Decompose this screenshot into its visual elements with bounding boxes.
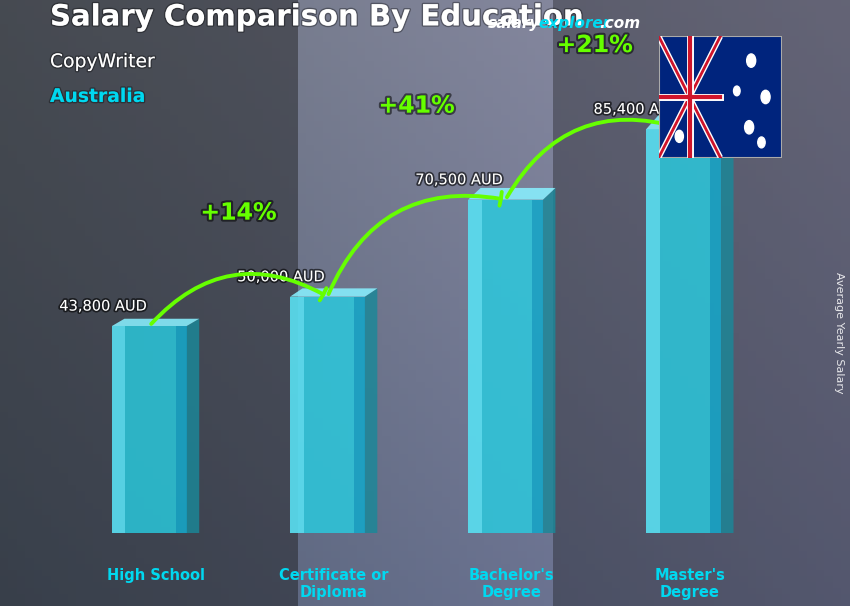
Polygon shape [290,297,303,533]
Text: +14%: +14% [201,201,276,225]
Polygon shape [710,129,721,533]
FancyArrowPatch shape [151,274,326,324]
Text: Bachelor's
Degree: Bachelor's Degree [469,568,554,601]
Circle shape [675,130,683,142]
Polygon shape [468,188,555,199]
FancyArrowPatch shape [507,120,681,197]
Polygon shape [646,129,721,533]
Polygon shape [176,326,187,533]
Text: 70,500 AUD: 70,500 AUD [416,172,503,187]
Polygon shape [365,288,377,533]
Circle shape [734,86,740,96]
Polygon shape [187,319,199,533]
Polygon shape [290,288,377,297]
Text: 43,800 AUD: 43,800 AUD [60,299,147,313]
Text: explorer: explorer [538,16,610,32]
Polygon shape [532,199,543,533]
Text: Average Yearly Salary: Average Yearly Salary [834,273,844,394]
Polygon shape [112,326,187,533]
Text: High School: High School [106,568,205,583]
Text: +41%: +41% [378,94,455,118]
Text: Salary Comparison By Education: Salary Comparison By Education [50,4,583,32]
Text: +21%: +21% [557,33,632,57]
Circle shape [746,54,756,67]
Circle shape [757,137,765,148]
Text: 85,400 AUD: 85,400 AUD [593,102,681,117]
Bar [0,0,298,606]
Polygon shape [721,115,734,533]
Text: Certificate or
Diploma: Certificate or Diploma [279,568,388,601]
Text: 50,000 AUD: 50,000 AUD [237,269,325,284]
Polygon shape [354,297,365,533]
Text: Master's
Degree: Master's Degree [654,568,725,601]
Polygon shape [468,199,543,533]
Text: CopyWriter: CopyWriter [50,52,155,71]
Polygon shape [646,115,734,129]
Text: .com: .com [600,16,641,32]
Bar [552,0,850,606]
Polygon shape [468,199,482,533]
Circle shape [745,121,754,134]
Circle shape [761,90,770,104]
Polygon shape [112,326,126,533]
Text: salary: salary [488,16,540,32]
FancyArrowPatch shape [329,192,501,294]
Polygon shape [543,188,555,533]
Text: Australia: Australia [50,87,145,106]
Polygon shape [646,129,660,533]
Polygon shape [112,319,199,326]
Polygon shape [290,297,365,533]
Polygon shape [659,36,782,158]
